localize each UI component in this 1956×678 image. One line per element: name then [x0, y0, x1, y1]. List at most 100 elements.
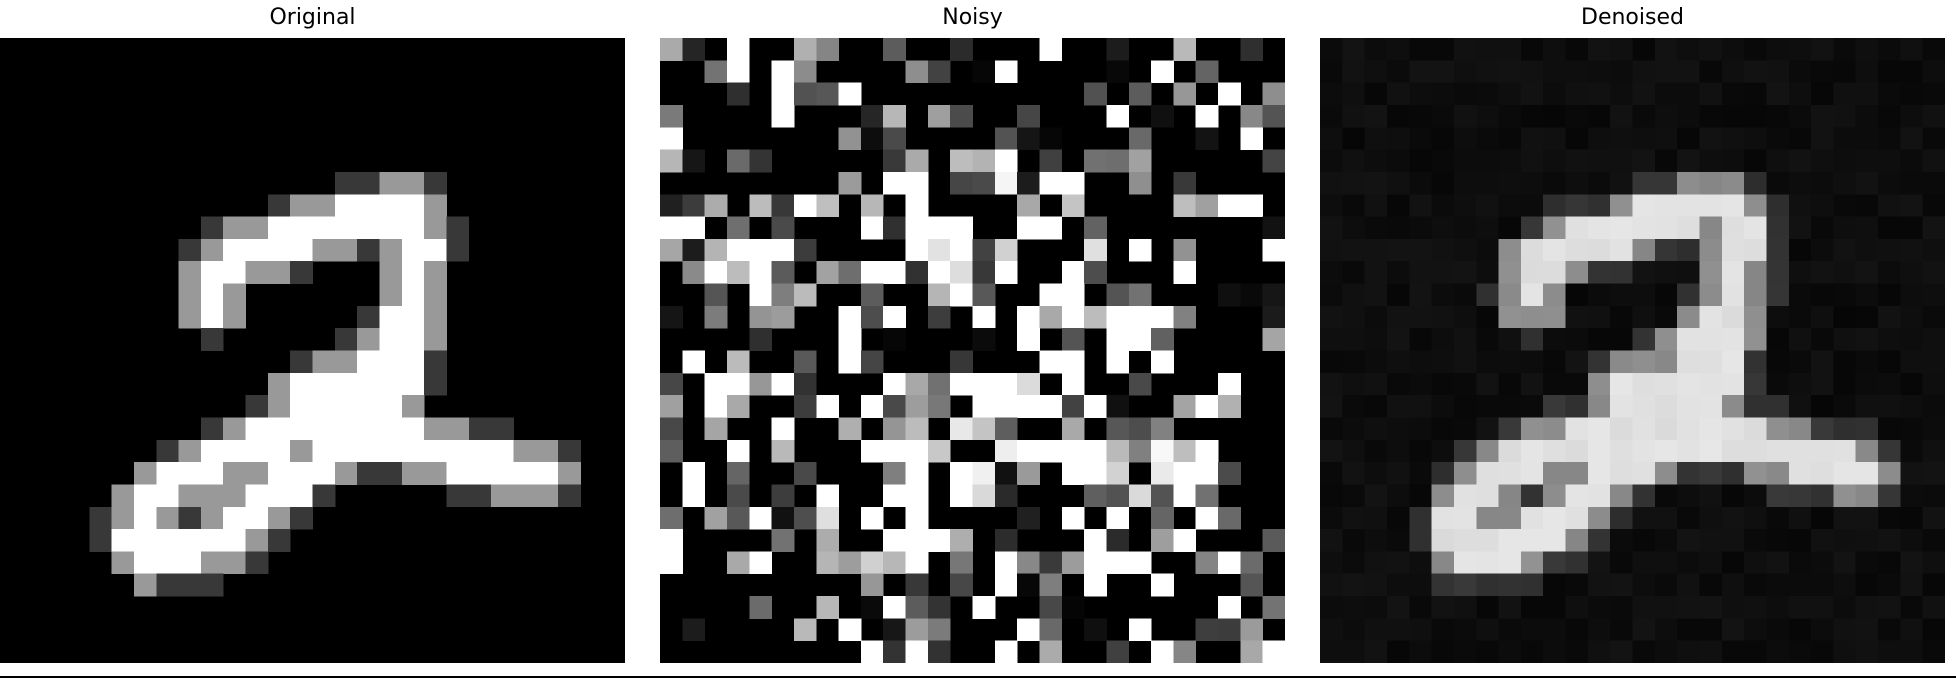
denoised-pixel [1900, 395, 1924, 418]
original-pixel [513, 462, 537, 485]
denoised-pixel [1320, 462, 1343, 485]
denoised-pixel [1878, 573, 1901, 597]
original-pixel [379, 462, 403, 485]
denoised-pixel [1320, 171, 1343, 195]
noisy-pixel [838, 551, 862, 575]
original-pixel [267, 372, 291, 396]
denoised-pixel [1766, 529, 1790, 552]
denoised-pixel [1632, 462, 1656, 485]
noisy-pixel [1017, 551, 1040, 575]
original-pixel [401, 439, 425, 463]
noisy-pixel [1106, 417, 1130, 441]
denoised-pixel [1632, 618, 1656, 642]
noisy-pixel [994, 372, 1018, 396]
denoised-pixel [1565, 238, 1589, 262]
denoised-pixel [1587, 484, 1611, 508]
denoised-pixel [1610, 305, 1633, 329]
noisy-pixel [1173, 462, 1197, 485]
original-pixel [357, 417, 380, 441]
noisy-pixel [816, 484, 840, 508]
noisy-pixel [905, 216, 929, 240]
denoised-pixel [1788, 350, 1812, 374]
denoised-pixel [1811, 238, 1834, 262]
noisy-pixel [1195, 194, 1219, 218]
denoised-pixel [1364, 417, 1388, 441]
denoised-pixel [1721, 506, 1745, 530]
noisy-pixel [726, 372, 750, 396]
denoised-pixel [1922, 171, 1945, 195]
original-pixel [200, 506, 224, 530]
denoised-pixel [1900, 506, 1924, 530]
original-pixel [267, 462, 291, 485]
noisy-pixel [860, 261, 884, 284]
denoised-pixel [1922, 506, 1945, 530]
noisy-pixel [883, 261, 906, 284]
original-pixel [312, 417, 336, 441]
denoised-pixel [1677, 618, 1700, 642]
noisy-pixel [994, 417, 1018, 441]
denoised-pixel [1386, 484, 1410, 508]
denoised-pixel [1543, 484, 1566, 508]
denoised-pixel [1320, 194, 1343, 218]
original-pixel [89, 506, 113, 530]
denoised-pixel [1900, 194, 1924, 218]
noisy-pixel [1084, 305, 1107, 329]
denoised-pixel [1409, 149, 1433, 173]
original-pixel [334, 216, 358, 240]
noisy-pixel [682, 194, 706, 218]
noisy-pixel [950, 529, 973, 552]
denoised-pixel [1409, 462, 1433, 485]
denoised-pixel [1811, 529, 1834, 552]
noisy-pixel [883, 104, 906, 128]
denoised-pixel [1610, 506, 1633, 530]
original-pixel [200, 484, 224, 508]
denoised-pixel [1878, 283, 1901, 307]
noisy-pixel [1017, 372, 1040, 396]
original-pixel [558, 484, 581, 508]
original-image [0, 38, 625, 663]
denoised-pixel [1833, 127, 1857, 151]
denoised-pixel [1409, 573, 1433, 597]
denoised-pixel [1364, 82, 1388, 106]
noisy-pixel [1061, 194, 1085, 218]
denoised-pixel [1520, 417, 1544, 441]
noisy-pixel [838, 127, 862, 151]
denoised-pixel [1364, 261, 1388, 284]
denoised-pixel [1766, 238, 1790, 262]
denoised-pixel [1699, 194, 1723, 218]
noisy-pixel [660, 127, 683, 151]
denoised-pixel [1788, 261, 1812, 284]
denoised-pixel [1766, 596, 1790, 619]
original-pixel [491, 484, 514, 508]
denoised-pixel [1632, 372, 1656, 396]
noisy-pixel [838, 350, 862, 374]
denoised-pixel [1677, 216, 1700, 240]
noisy-pixel [793, 60, 817, 84]
denoised-pixel [1476, 462, 1500, 485]
denoised-pixel [1744, 149, 1767, 173]
noisy-pixel [950, 551, 973, 575]
original-pixel [290, 261, 313, 284]
denoised-pixel [1320, 640, 1343, 663]
original-pixel [334, 238, 358, 262]
original-pixel [178, 506, 202, 530]
denoised-pixel [1610, 529, 1633, 552]
denoised-pixel [1409, 104, 1433, 128]
noisy-pixel [1218, 551, 1241, 575]
denoised-pixel [1587, 395, 1611, 418]
noisy-pixel [660, 238, 683, 262]
denoised-pixel [1543, 640, 1566, 663]
denoised-pixel [1811, 305, 1834, 329]
denoised-pixel [1677, 596, 1700, 619]
denoised-pixel [1520, 439, 1544, 463]
denoised-pixel [1632, 551, 1656, 575]
noisy-pixel [883, 395, 906, 418]
denoised-pixel [1878, 529, 1901, 552]
denoised-pixel [1878, 82, 1901, 106]
denoised-pixel [1364, 439, 1388, 463]
denoised-pixel [1900, 82, 1924, 106]
denoised-pixel [1855, 216, 1879, 240]
noisy-pixel [1195, 484, 1219, 508]
denoised-pixel [1855, 238, 1879, 262]
denoised-pixel [1565, 104, 1589, 128]
